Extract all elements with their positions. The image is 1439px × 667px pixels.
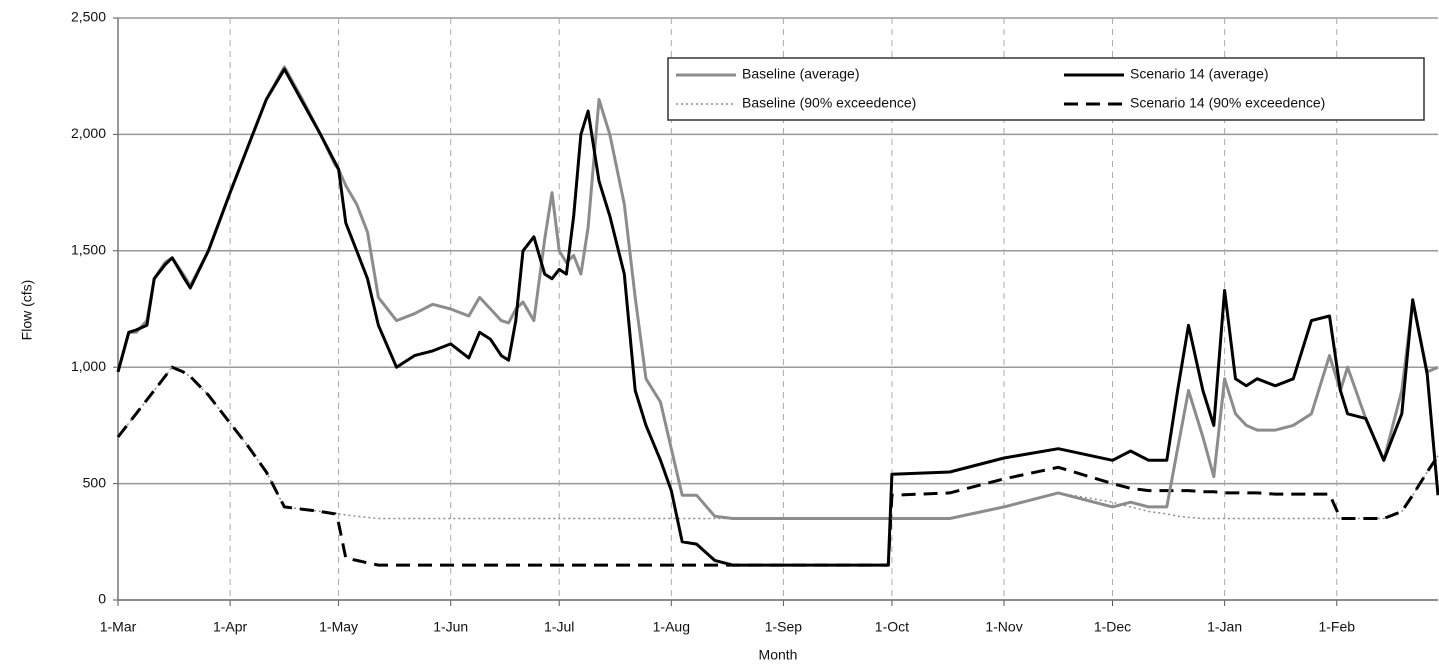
series-line	[116, 365, 1439, 567]
x-tick-label: 1-Dec	[1094, 619, 1131, 635]
x-tick-label: 1-Oct	[875, 619, 909, 635]
legend-label: Scenario 14 (90% exceedence)	[1130, 95, 1325, 111]
series-line	[116, 67, 1439, 567]
x-tick-label: 1-Sep	[765, 619, 803, 635]
y-tick-label: 1,500	[71, 242, 106, 258]
y-tick-label: 0	[98, 591, 106, 607]
x-tick-label: 1-Apr	[213, 619, 248, 635]
legend-label: Scenario 14 (average)	[1130, 66, 1269, 82]
x-tick-label: 1-Aug	[653, 619, 690, 635]
x-tick-label: 1-Jun	[433, 619, 468, 635]
x-tick-label: 1-Jan	[1207, 619, 1242, 635]
legend-label: Baseline (average)	[742, 66, 860, 82]
y-tick-label: 1,000	[71, 358, 106, 374]
x-tick-label: 1-Feb	[1318, 619, 1355, 635]
y-axis-label: Flow (cfs)	[19, 280, 35, 341]
legend-box	[667, 57, 1425, 121]
x-axis-label: Month	[759, 647, 798, 663]
y-tick-label: 2,500	[71, 9, 106, 25]
x-tick-label: 1-Nov	[985, 619, 1022, 635]
series-line	[117, 366, 1439, 520]
x-tick-label: 1-Mar	[100, 619, 137, 635]
x-tick-label: 1-Jul	[544, 619, 574, 635]
legend-label: Baseline (90% exceedence)	[742, 95, 916, 111]
y-tick-label: 500	[83, 474, 107, 490]
x-tick-label: 1-May	[319, 619, 358, 635]
y-tick-label: 2,000	[71, 125, 106, 141]
